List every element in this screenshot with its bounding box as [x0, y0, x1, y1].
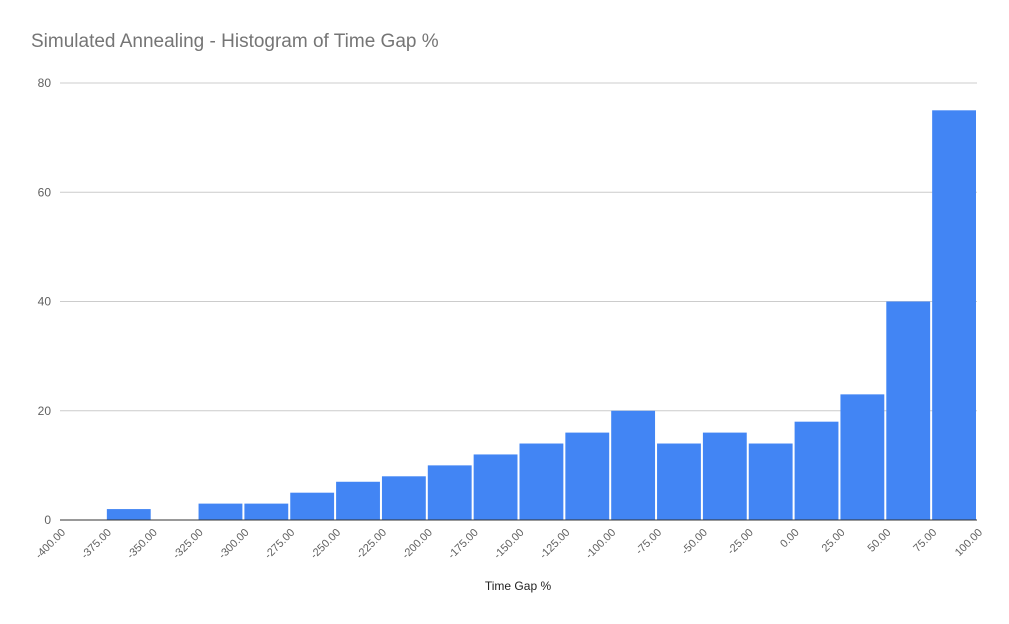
- histogram-bar: [519, 443, 564, 520]
- x-tick-label: -50.00: [679, 527, 710, 558]
- x-tick-label: -75.00: [634, 527, 665, 558]
- x-tick-label: 100.00: [953, 527, 985, 559]
- histogram-bar: [565, 432, 610, 520]
- x-tick-label: 75.00: [911, 527, 939, 555]
- x-tick-label: -250.00: [308, 527, 343, 562]
- y-tick-label: 40: [38, 295, 52, 309]
- histogram-bar: [886, 301, 931, 520]
- x-tick-label: -375.00: [79, 527, 114, 562]
- histogram-bar: [702, 432, 747, 520]
- histogram-bar: [336, 481, 380, 520]
- x-tick-label: -200.00: [400, 527, 435, 562]
- x-tick-label: -350.00: [125, 527, 160, 562]
- x-tick-label: -400.00: [33, 527, 68, 562]
- x-tick-label: -275.00: [263, 527, 298, 562]
- x-tick-label: -300.00: [217, 527, 252, 562]
- y-tick-label: 80: [38, 76, 52, 90]
- x-tick-label: -325.00: [171, 527, 206, 562]
- histogram-bar: [657, 443, 701, 520]
- y-tick-label: 60: [38, 185, 52, 199]
- x-tick-label: -175.00: [446, 527, 481, 562]
- histogram-bar: [840, 394, 885, 520]
- histogram-bar: [932, 110, 976, 520]
- y-axis-ticks: 0 20 40 60 80: [38, 76, 52, 527]
- x-tick-label: 50.00: [865, 527, 893, 555]
- x-tick-label: -25.00: [725, 527, 756, 558]
- histogram-bar: [611, 410, 656, 520]
- histogram-bar: [473, 454, 518, 520]
- histogram-bar: [106, 509, 151, 520]
- x-tick-label: -125.00: [538, 527, 573, 562]
- gridlines: [60, 82, 977, 412]
- x-tick-label: 0.00: [778, 527, 802, 551]
- histogram-bar: [198, 503, 243, 520]
- chart-title: Simulated Annealing - Histogram of Time …: [31, 31, 439, 52]
- y-tick-label: 20: [38, 404, 52, 418]
- y-tick-label: 0: [44, 513, 51, 527]
- x-axis-title: Time Gap %: [485, 579, 552, 593]
- x-axis-ticks: -400.00 -375.00 -350.00 -325.00 -300.00 -275.…: [33, 527, 985, 562]
- x-tick-label: 25.00: [820, 527, 848, 555]
- histogram-bar: [748, 443, 793, 520]
- x-tick-label: -100.00: [583, 527, 618, 562]
- histogram-bar: [794, 421, 839, 520]
- histogram-bar: [381, 476, 426, 520]
- histogram-bar: [244, 503, 289, 520]
- histogram-bar: [427, 465, 472, 520]
- x-tick-label: -150.00: [492, 527, 527, 562]
- histogram-bar: [290, 492, 335, 520]
- x-tick-label: -225.00: [354, 527, 389, 562]
- bars: [106, 110, 976, 520]
